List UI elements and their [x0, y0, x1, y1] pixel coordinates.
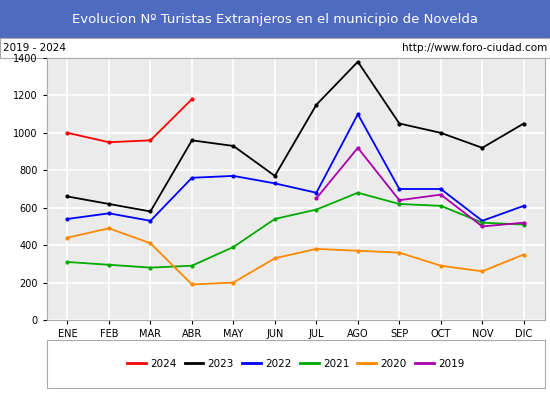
Legend: 2024, 2023, 2022, 2021, 2020, 2019: 2024, 2023, 2022, 2021, 2020, 2019 — [123, 355, 469, 373]
Text: Evolucion Nº Turistas Extranjeros en el municipio de Novelda: Evolucion Nº Turistas Extranjeros en el … — [72, 12, 478, 26]
Text: http://www.foro-ciudad.com: http://www.foro-ciudad.com — [402, 43, 547, 53]
Text: 2019 - 2024: 2019 - 2024 — [3, 43, 66, 53]
